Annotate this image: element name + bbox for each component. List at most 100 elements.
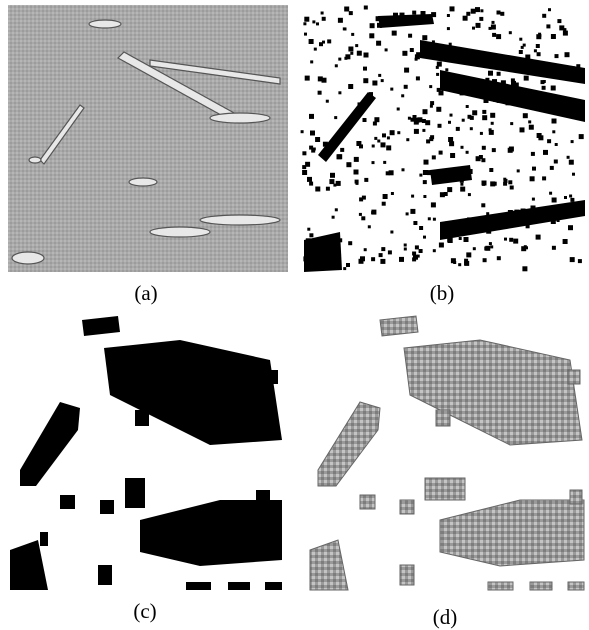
- speckle: [410, 48, 414, 52]
- speckle: [399, 257, 404, 262]
- speckle: [460, 169, 463, 172]
- speckle: [551, 86, 556, 91]
- speckle: [482, 146, 486, 150]
- speckle: [581, 211, 584, 214]
- speckle: [429, 85, 432, 88]
- speckle: [491, 25, 496, 30]
- speckle: [400, 13, 405, 18]
- speckle: [450, 153, 455, 158]
- speckle: [338, 58, 341, 61]
- speckle: [547, 139, 551, 143]
- speckle: [542, 210, 545, 213]
- speckle: [447, 27, 450, 30]
- speckle: [491, 122, 494, 125]
- speckle: [415, 58, 418, 61]
- speckle: [381, 142, 386, 147]
- speckle: [536, 235, 541, 240]
- speckle: [481, 158, 485, 162]
- speckle: [460, 179, 464, 183]
- speckle: [552, 119, 557, 124]
- speckle: [552, 130, 555, 133]
- speckle: [359, 213, 362, 216]
- speckle: [419, 174, 422, 177]
- speckle: [433, 249, 436, 252]
- speckle: [519, 50, 523, 54]
- speckle: [432, 155, 436, 159]
- speckle: [570, 198, 574, 202]
- speckle: [492, 148, 496, 152]
- speckle: [348, 241, 352, 245]
- speckle: [537, 133, 542, 138]
- speckle: [411, 195, 414, 198]
- speckle: [464, 237, 469, 242]
- speckle: [564, 196, 567, 199]
- speckle: [419, 16, 424, 21]
- speckle: [301, 130, 304, 133]
- speckle: [445, 221, 450, 226]
- speckle: [305, 162, 310, 167]
- speckle: [302, 170, 307, 175]
- speckle: [387, 136, 390, 139]
- speckle: [483, 258, 487, 262]
- speckle: [383, 161, 386, 164]
- speckle: [303, 256, 308, 261]
- speckle: [423, 195, 426, 198]
- speckle: [430, 101, 434, 105]
- speckle: [546, 24, 550, 28]
- speckle: [497, 98, 502, 103]
- speckle: [382, 133, 386, 137]
- speckle: [552, 246, 556, 250]
- speckle: [372, 161, 375, 164]
- speckle: [482, 115, 487, 120]
- speckle: [550, 166, 554, 170]
- speckle: [404, 244, 407, 247]
- speckle: [461, 146, 464, 149]
- speckle: [557, 219, 560, 222]
- speckle: [338, 91, 341, 94]
- speckle: [410, 209, 415, 214]
- speckle: [350, 52, 353, 55]
- speckle: [309, 114, 314, 119]
- speckle: [579, 134, 584, 139]
- speckle: [481, 203, 485, 207]
- speckle: [569, 160, 574, 165]
- speckle: [531, 152, 535, 156]
- speckle: [416, 76, 420, 80]
- speckle: [364, 53, 369, 58]
- speckle: [532, 198, 535, 201]
- panel-a: [8, 5, 288, 272]
- speckle: [306, 238, 311, 243]
- speckle: [314, 48, 317, 51]
- speckle: [521, 246, 526, 251]
- speckle: [408, 34, 412, 38]
- speckle: [406, 138, 409, 141]
- speckle: [444, 192, 448, 196]
- speckle: [526, 224, 530, 228]
- speckle: [425, 48, 428, 51]
- panel-d: [310, 316, 584, 590]
- speckle: [517, 169, 520, 172]
- speckle: [310, 131, 315, 136]
- speckle: [470, 116, 474, 120]
- speckle: [509, 238, 513, 242]
- speckle: [572, 66, 575, 69]
- speckle: [468, 169, 473, 174]
- speckle: [466, 252, 471, 257]
- speckle: [443, 226, 447, 230]
- speckle: [551, 34, 556, 39]
- speckle: [401, 94, 404, 97]
- speckle: [468, 193, 471, 196]
- speckle: [390, 231, 393, 234]
- speckle: [322, 17, 326, 21]
- speckle: [525, 55, 530, 60]
- speckle: [310, 60, 313, 63]
- speckle: [555, 143, 558, 146]
- speckle: [389, 170, 394, 175]
- speckle: [349, 11, 353, 15]
- speckle: [496, 34, 501, 39]
- speckle: [335, 64, 338, 67]
- speckle: [369, 33, 374, 38]
- speckle: [388, 250, 392, 254]
- speckle: [479, 17, 483, 21]
- speckle: [346, 162, 351, 167]
